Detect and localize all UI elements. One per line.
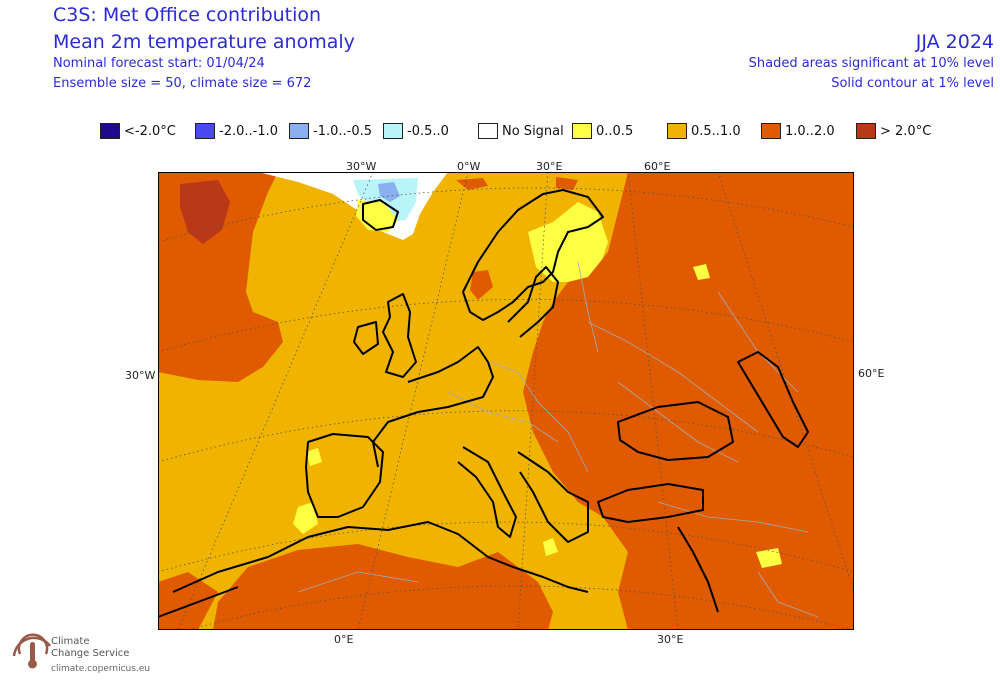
logo-url: climate.copernicus.eu — [51, 664, 151, 674]
copernicus-logo — [12, 633, 52, 669]
coast-north-africa — [172, 521, 589, 593]
title-line2: Mean 2m temperature anomaly — [53, 31, 355, 53]
graticule — [158, 172, 854, 630]
legend-item-no-signal: No Signal — [478, 121, 564, 141]
legend-label: 0.5..1.0 — [691, 123, 741, 139]
legend-item-minus2-minus1: -2.0..-1.0 — [195, 121, 278, 141]
legend-swatch — [289, 123, 309, 139]
map-region-east-warm — [523, 172, 854, 630]
legend: <-2.0°C -2.0..-1.0 -1.0..-0.5 -0.5..0 No… — [100, 121, 960, 141]
legend-label: 0..0.5 — [596, 123, 634, 139]
map-region-scandinavia-warm — [470, 270, 493, 300]
legend-swatch — [761, 123, 781, 139]
legend-label: > 2.0°C — [880, 123, 932, 139]
coast-ireland — [353, 321, 379, 355]
coast-turkey — [597, 483, 704, 523]
axis-label-right-60e: 60°E — [858, 367, 885, 380]
legend-item-minus1-minus05: -1.0..-0.5 — [289, 121, 372, 141]
legend-swatch — [383, 123, 403, 139]
axis-label-left-30w: 30°W — [125, 369, 156, 382]
axis-label-top-30e: 30°E — [536, 160, 563, 173]
legend-label: No Signal — [502, 123, 564, 139]
coast-africa-south — [158, 586, 239, 618]
map-region-africa-mild — [543, 538, 558, 556]
coast-iceland — [362, 199, 399, 231]
legend-swatch — [856, 123, 876, 139]
map-region-sahara-warm — [158, 572, 218, 630]
axis-label-top-30w: 30°W — [346, 160, 377, 173]
coast-black-sea — [617, 401, 734, 461]
legend-item-gt-2: > 2.0°C — [856, 121, 931, 141]
map-region-north-africa-warm — [213, 544, 553, 630]
title-line1: C3S: Met Office contribution — [53, 4, 322, 26]
legend-label: -0.5..0 — [407, 123, 449, 139]
axis-label-top-60e: 60°E — [644, 160, 671, 173]
significance-contour-note: Solid contour at 1% level — [831, 76, 994, 91]
legend-item-minus05-0: -0.5..0 — [383, 121, 449, 141]
legend-label: 1.0..2.0 — [785, 123, 835, 139]
legend-label: <-2.0°C — [124, 123, 176, 139]
coastlines — [158, 189, 809, 618]
map-region-scandinavia-mild — [528, 202, 608, 282]
coast-balkans — [517, 451, 589, 543]
logo-text: Climate Change Service — [51, 636, 129, 660]
map-region-north-warm — [456, 178, 488, 190]
legend-swatch — [572, 123, 592, 139]
coast-baltic — [507, 266, 559, 338]
legend-label: -1.0..-0.5 — [313, 123, 372, 139]
map-region-atlantic-hot — [180, 180, 230, 244]
map-region-baltic-mild — [693, 264, 710, 280]
legend-swatch — [195, 123, 215, 139]
legend-item-05-1: 0.5..1.0 — [667, 121, 741, 141]
legend-swatch — [100, 123, 120, 139]
legend-item-0-05: 0..0.5 — [572, 121, 633, 141]
axis-label-bottom-30e: 30°E — [657, 633, 684, 646]
anomaly-map — [158, 172, 854, 630]
map-region-iberia-mild — [293, 502, 318, 534]
coast-italy — [457, 446, 517, 538]
coast-caspian — [737, 351, 809, 448]
coast-levant — [677, 526, 719, 613]
map-region-east-mild — [756, 548, 782, 568]
map-region-iberia-mild-2 — [306, 448, 322, 466]
axis-label-top-0w: 0°W — [457, 160, 481, 173]
map-region-north-warm-2 — [556, 177, 578, 190]
coast-iberia — [305, 433, 384, 518]
legend-item-lt-minus2: <-2.0°C — [100, 121, 176, 141]
legend-swatch — [667, 123, 687, 139]
ensemble-size: Ensemble size = 50, climate size = 672 — [53, 76, 312, 91]
axis-label-bottom-0e: 0°E — [334, 633, 354, 646]
map-region-mild-iceland — [356, 200, 398, 232]
logo-line2: Change Service — [51, 648, 130, 659]
season-label: JJA 2024 — [915, 31, 994, 53]
coast-great-britain — [382, 293, 417, 378]
coast-scandinavia — [462, 189, 604, 321]
legend-swatch — [478, 123, 498, 139]
coast-europe-west — [372, 346, 494, 468]
legend-label: -2.0..-1.0 — [219, 123, 278, 139]
map-region-slight-cool — [353, 178, 418, 222]
forecast-start: Nominal forecast start: 01/04/24 — [53, 56, 265, 71]
significance-shade-note: Shaded areas significant at 10% level — [748, 56, 994, 71]
legend-item-1-2: 1.0..2.0 — [761, 121, 835, 141]
map-frame — [158, 172, 854, 630]
logo-line1: Climate — [51, 636, 90, 647]
